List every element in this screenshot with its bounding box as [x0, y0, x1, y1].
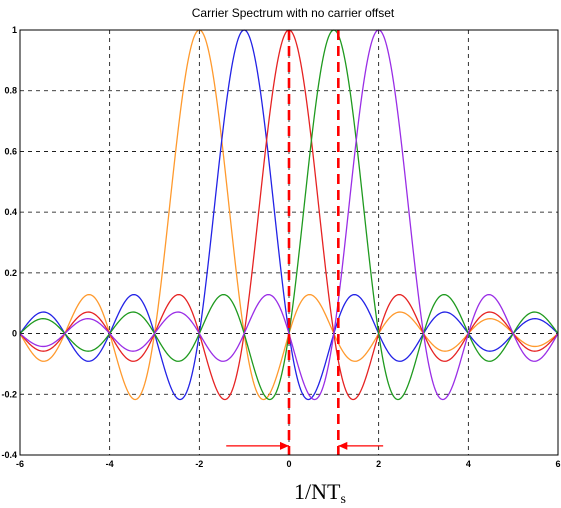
y-tick-label: 0.2: [4, 268, 17, 278]
x-axis-label-main: 1/NT: [294, 479, 341, 504]
y-tick-label: -0.2: [1, 389, 17, 399]
y-tick-label: 0: [12, 329, 17, 339]
x-tick-label: 4: [466, 459, 471, 469]
y-tick-label: 1: [12, 25, 17, 35]
arrow-head: [338, 441, 348, 450]
x-tick-label: -2: [195, 459, 203, 469]
annotation-layer: [226, 30, 384, 455]
x-tick-label: -6: [16, 459, 24, 469]
series-line-5: [19, 29, 559, 401]
plot-frame: [19, 29, 559, 456]
chart-title: Carrier Spectrum with no carrier offset: [192, 6, 395, 20]
x-axis-label: 1/NTs: [294, 479, 346, 507]
axis-tick-labels: -6 -4 -2 0 2 4 6 -0.4 -0.2 0 0.2 0.4 0.6 0.8 1: [1, 25, 560, 469]
x-tick-label: 0: [286, 459, 291, 469]
y-tick-label: 0.8: [4, 86, 17, 96]
y-tick-label: -0.4: [1, 450, 17, 460]
x-tick-label: 2: [376, 459, 381, 469]
arrow-head: [280, 441, 289, 450]
x-tick-label: 6: [555, 459, 560, 469]
y-tick-label: 0.6: [4, 146, 17, 156]
x-tick-label: -4: [106, 459, 114, 469]
y-tick-label: 0.4: [4, 207, 17, 217]
x-axis-label-subscript: s: [341, 492, 346, 507]
